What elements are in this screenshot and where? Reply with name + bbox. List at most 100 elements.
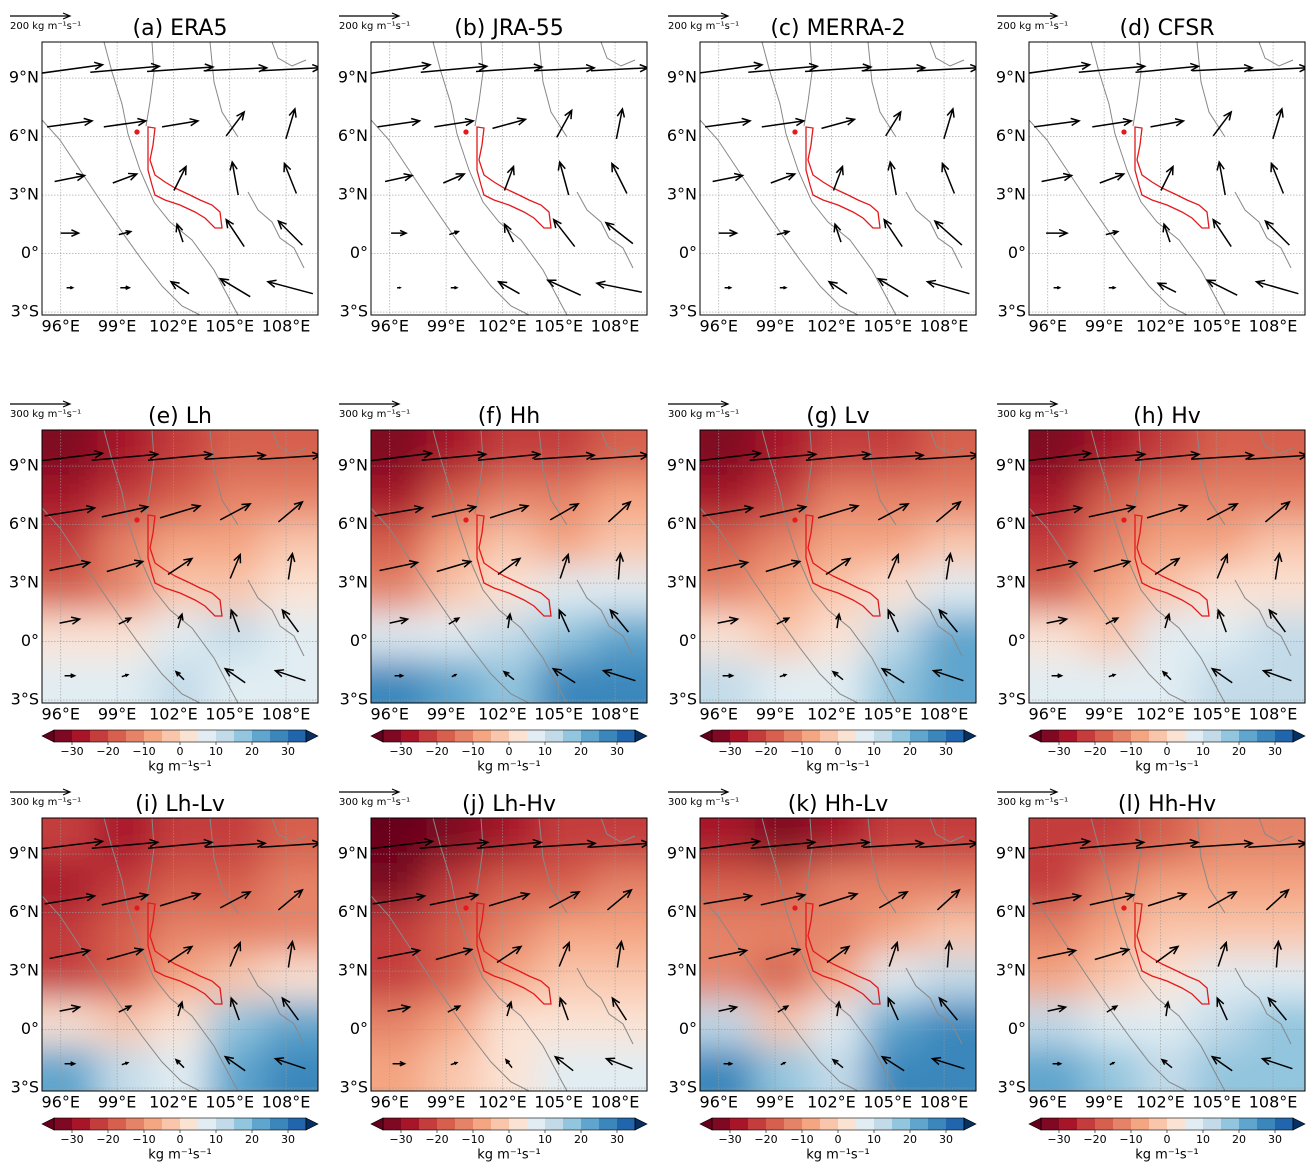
vector-arrow (506, 612, 513, 629)
colorbar-bin (1041, 730, 1060, 742)
field-cell (1029, 954, 1086, 1001)
field-cell (262, 1045, 318, 1091)
field-cell (1249, 657, 1305, 703)
field-cell (810, 1045, 867, 1091)
y-tick-label: 9°N (996, 68, 1026, 87)
field-cell (536, 1000, 593, 1047)
vector-arrow (1161, 670, 1172, 681)
vector-arrow (64, 673, 77, 679)
map-frame (41, 41, 319, 316)
vector-arrow (887, 608, 899, 633)
vector-arrow (283, 161, 298, 194)
vector-arrow (590, 451, 647, 461)
field-cell (536, 818, 593, 865)
colorbar-tick-label: −30 (718, 1133, 741, 1146)
map-area (700, 42, 976, 315)
colorbar-tick-label: 0 (1164, 1133, 1171, 1146)
colorbar-tick-label: −30 (389, 1133, 412, 1146)
y-tick-label: 6°N (338, 514, 368, 533)
field-cell (262, 566, 318, 613)
field-cell (1029, 1000, 1086, 1047)
vector-arrow (604, 1057, 633, 1070)
map-area (42, 430, 318, 703)
colorbar-tick-label: 0 (835, 745, 842, 758)
vector-arrow (1134, 450, 1201, 462)
colorbar-bin (617, 1118, 636, 1130)
vector-arrow (392, 1060, 407, 1067)
field-cell (920, 657, 976, 703)
vector-arrow (1053, 285, 1062, 290)
vector-arrow (489, 504, 530, 519)
x-tick-label: 102°E (478, 705, 527, 724)
vector-arrow (281, 608, 300, 633)
x-tick-label: 99°E (756, 1093, 794, 1112)
vector-arrow (374, 504, 425, 517)
colorbar-bin (766, 1118, 785, 1130)
vector-arrow (925, 279, 970, 295)
vector-arrow (47, 117, 94, 128)
field-cell (152, 475, 209, 522)
vector-arrow (759, 504, 808, 518)
field-cell (42, 521, 99, 568)
field-cell (1084, 521, 1141, 568)
field-cell (97, 909, 154, 956)
y-tick-label: 9°N (667, 456, 697, 475)
colorbar-label: kg m⁻¹s⁻¹ (148, 760, 212, 775)
x-tick-label: 105°E (1192, 1093, 1241, 1112)
field-cell (481, 475, 538, 522)
colorbar-bin (527, 1118, 546, 1130)
colorbar-tick-label: −20 (1083, 1133, 1106, 1146)
field-cell (42, 430, 99, 477)
colorbar-bin (491, 1118, 510, 1130)
reference-label: 200 kg m⁻¹s⁻¹ (668, 21, 739, 32)
vector-arrow (371, 61, 432, 75)
y-tick-label: 3°S (669, 1078, 697, 1097)
y-tick-label: 6°N (9, 514, 39, 533)
vector-arrow (503, 164, 515, 191)
colorbar-label: kg m⁻¹s⁻¹ (148, 1148, 212, 1163)
field-cell (152, 863, 209, 910)
field-cell (207, 1000, 264, 1047)
field-cell (97, 475, 154, 522)
field-cell (536, 521, 593, 568)
field-cell (700, 657, 757, 703)
colorbar-extend-high (634, 729, 648, 743)
colorbar-tick-label: −20 (96, 1133, 119, 1146)
vector-arrow (229, 160, 239, 196)
vector-arrow (506, 1000, 513, 1017)
vector-arrow (219, 503, 252, 521)
vector-arrow (1036, 559, 1079, 572)
colorbar-bin (252, 1118, 271, 1130)
vector-arrow (286, 939, 296, 968)
vector-arrow (60, 229, 81, 238)
vector-arrow (496, 945, 523, 964)
colorbar-bin (748, 730, 767, 742)
y-tick-label: 6°N (667, 902, 697, 921)
reference-arrow (997, 12, 1059, 20)
vector-arrow (112, 172, 139, 184)
x-tick-label: 105°E (205, 1093, 254, 1112)
field-cell (262, 863, 318, 910)
y-tick-label: 6°N (996, 126, 1026, 145)
field-cell (536, 954, 593, 1001)
vector-arrow (273, 669, 306, 682)
vector-arrow (887, 996, 899, 1021)
map-panel: (d) CFSR 200 kg m⁻¹s⁻¹ 96°E 99°E 102°E 105°E 1… (996, 12, 1306, 336)
vector-arrow (607, 500, 632, 523)
map-frame (1028, 41, 1306, 316)
vector-arrow (1156, 282, 1177, 293)
colorbar-tick-label: −30 (60, 745, 83, 758)
field-cell (1139, 863, 1196, 910)
field-cell (97, 954, 154, 1001)
x-tick-label: 102°E (1136, 705, 1185, 724)
y-tick-label: 3°N (338, 961, 368, 980)
vector-arrow (877, 503, 910, 521)
colorbar-bin (437, 730, 456, 742)
reference-arrow (10, 12, 72, 20)
field-cell (536, 1045, 593, 1091)
x-tick-label: 108°E (1249, 1093, 1298, 1112)
field-cell (262, 909, 318, 956)
vector-arrow (1261, 669, 1292, 682)
